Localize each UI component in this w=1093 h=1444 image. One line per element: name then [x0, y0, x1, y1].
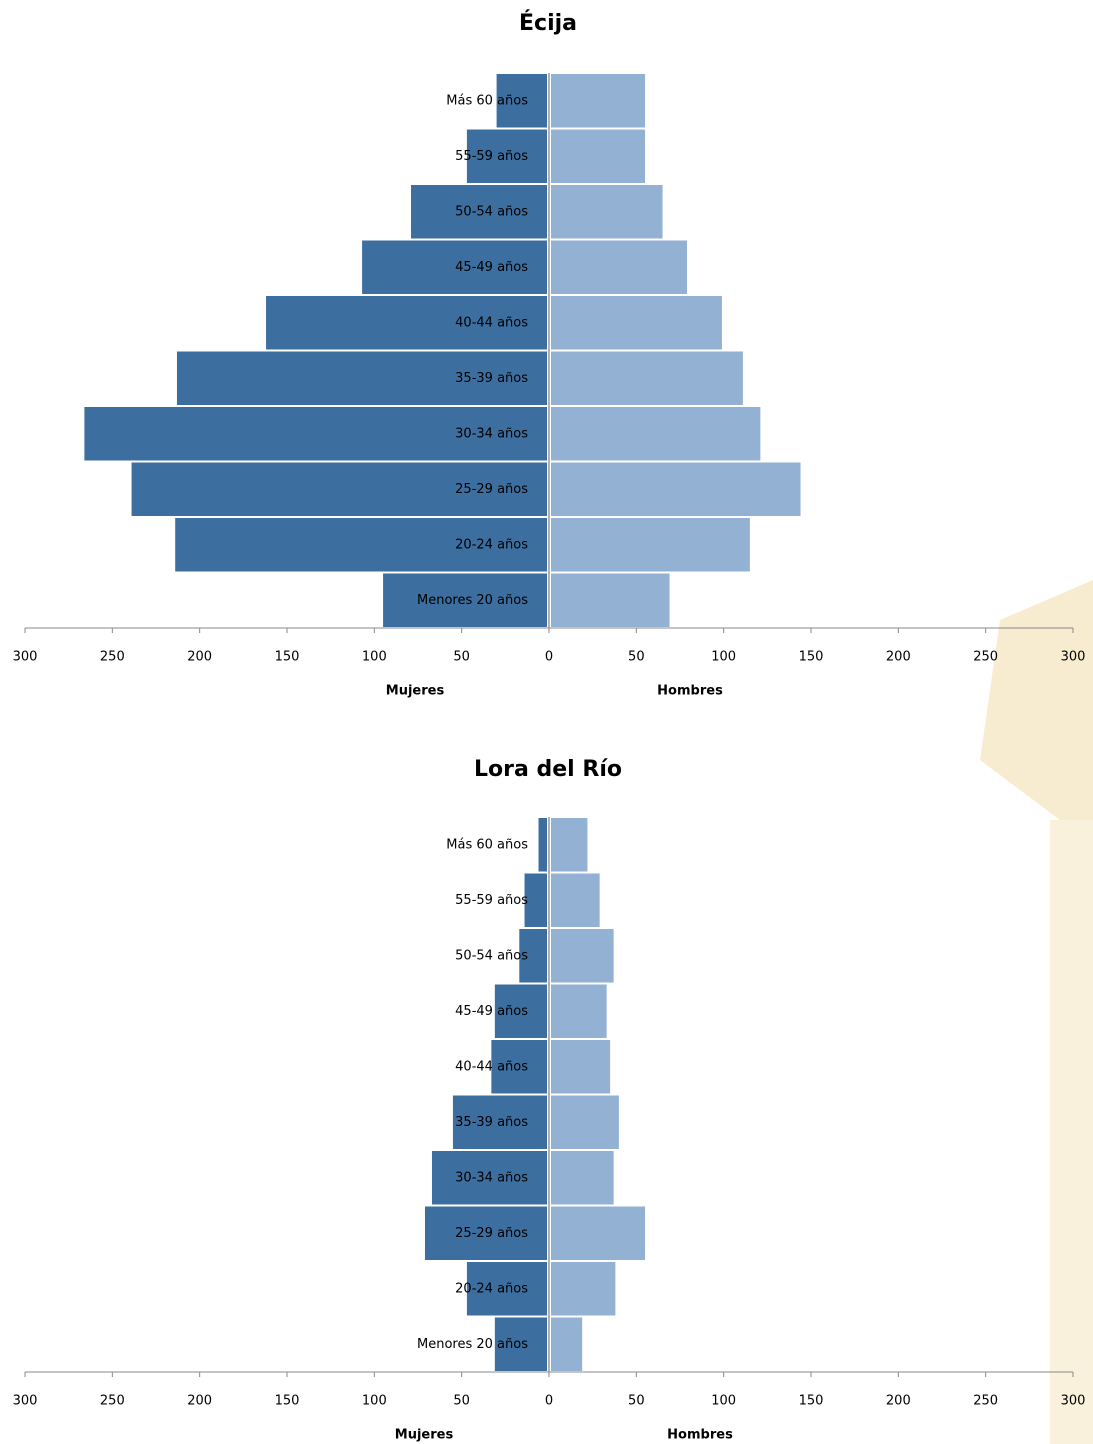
bar — [466, 1262, 547, 1316]
x-tick-label: 100 — [711, 650, 736, 665]
category-label: 30-34 años — [455, 426, 528, 441]
x-tick-label: 300 — [1061, 1394, 1086, 1409]
x-tick-label: 150 — [275, 1394, 300, 1409]
category-label: Más 60 años — [446, 93, 528, 108]
category-label: 25-29 años — [455, 1226, 528, 1241]
x-tick-label: 50 — [453, 650, 470, 665]
x-tick-label: 300 — [13, 1394, 38, 1409]
x-tick-label: 250 — [100, 650, 125, 665]
bar — [551, 185, 663, 239]
bar — [176, 351, 547, 405]
bar — [175, 518, 548, 572]
x-tick-label: 200 — [886, 650, 911, 665]
category-label: 40-44 años — [455, 1059, 528, 1074]
category-label: 40-44 años — [455, 315, 528, 330]
bar — [131, 462, 547, 516]
category-label: 35-39 años — [455, 1115, 528, 1130]
x-tick-label: 250 — [973, 650, 998, 665]
bar — [362, 240, 547, 294]
bar — [383, 573, 547, 627]
bar — [551, 573, 670, 627]
bar — [551, 818, 588, 872]
bar — [452, 1095, 547, 1149]
chart-title: Écija — [519, 10, 577, 36]
category-label: Menores 20 años — [417, 1337, 528, 1352]
bar — [494, 1317, 547, 1371]
bar — [551, 929, 614, 983]
bar — [551, 1151, 614, 1205]
chart-title: Lora del Río — [474, 757, 622, 782]
axis-title: Mujeres — [395, 1428, 454, 1443]
category-label: 55-59 años — [455, 893, 528, 908]
bar — [551, 74, 646, 128]
x-tick-label: 50 — [628, 1394, 645, 1409]
category-label: 25-29 años — [455, 482, 528, 497]
x-tick-label: 100 — [362, 650, 387, 665]
x-tick-label: 100 — [362, 1394, 387, 1409]
bar — [551, 129, 646, 183]
bar — [551, 240, 687, 294]
category-label: 50-54 años — [455, 948, 528, 963]
x-tick-label: 100 — [711, 1394, 736, 1409]
bar — [551, 1040, 611, 1094]
bar — [551, 407, 761, 461]
category-label: 20-24 años — [455, 1281, 528, 1296]
x-tick-label: 200 — [187, 1394, 212, 1409]
x-tick-label: 0 — [545, 1394, 553, 1409]
axis-title: Mujeres — [386, 684, 445, 699]
bar — [466, 129, 547, 183]
x-tick-label: 150 — [799, 650, 824, 665]
x-tick-label: 200 — [187, 650, 212, 665]
background-decoration — [980, 580, 1093, 820]
bar — [524, 873, 547, 927]
x-tick-label: 50 — [628, 650, 645, 665]
category-label: 35-39 años — [455, 371, 528, 386]
x-tick-label: 300 — [13, 650, 38, 665]
x-tick-label: 300 — [1061, 650, 1086, 665]
x-tick-label: 250 — [100, 1394, 125, 1409]
axis-title: Hombres — [667, 1428, 733, 1443]
bar — [551, 1317, 583, 1371]
bar — [519, 929, 547, 983]
axis-title: Hombres — [657, 684, 723, 699]
x-tick-label: 150 — [799, 1394, 824, 1409]
bar — [411, 185, 547, 239]
bar — [266, 296, 547, 350]
bar — [551, 518, 750, 572]
bar — [538, 818, 547, 872]
x-tick-label: 0 — [545, 650, 553, 665]
bar — [424, 1206, 547, 1260]
x-tick-label: 150 — [275, 650, 300, 665]
category-label: Menores 20 años — [417, 593, 528, 608]
bar — [491, 1040, 547, 1094]
category-label: 55-59 años — [455, 149, 528, 164]
category-label: 20-24 años — [455, 537, 528, 552]
category-label: 45-49 años — [455, 260, 528, 275]
bar — [551, 1095, 619, 1149]
x-tick-label: 250 — [973, 1394, 998, 1409]
category-label: Más 60 años — [446, 837, 528, 852]
category-label: 50-54 años — [455, 204, 528, 219]
bar — [551, 1262, 616, 1316]
category-label: 30-34 años — [455, 1170, 528, 1185]
bar — [551, 1206, 646, 1260]
category-label: 45-49 años — [455, 1004, 528, 1019]
bar — [84, 407, 548, 461]
bar — [494, 984, 547, 1038]
x-tick-label: 200 — [886, 1394, 911, 1409]
background-decoration — [1050, 820, 1093, 1444]
bar — [431, 1151, 547, 1205]
bar — [551, 296, 722, 350]
bar — [551, 462, 801, 516]
bar — [551, 984, 607, 1038]
bar — [551, 873, 600, 927]
bar — [551, 351, 743, 405]
bar — [496, 74, 547, 128]
x-tick-label: 50 — [453, 1394, 470, 1409]
